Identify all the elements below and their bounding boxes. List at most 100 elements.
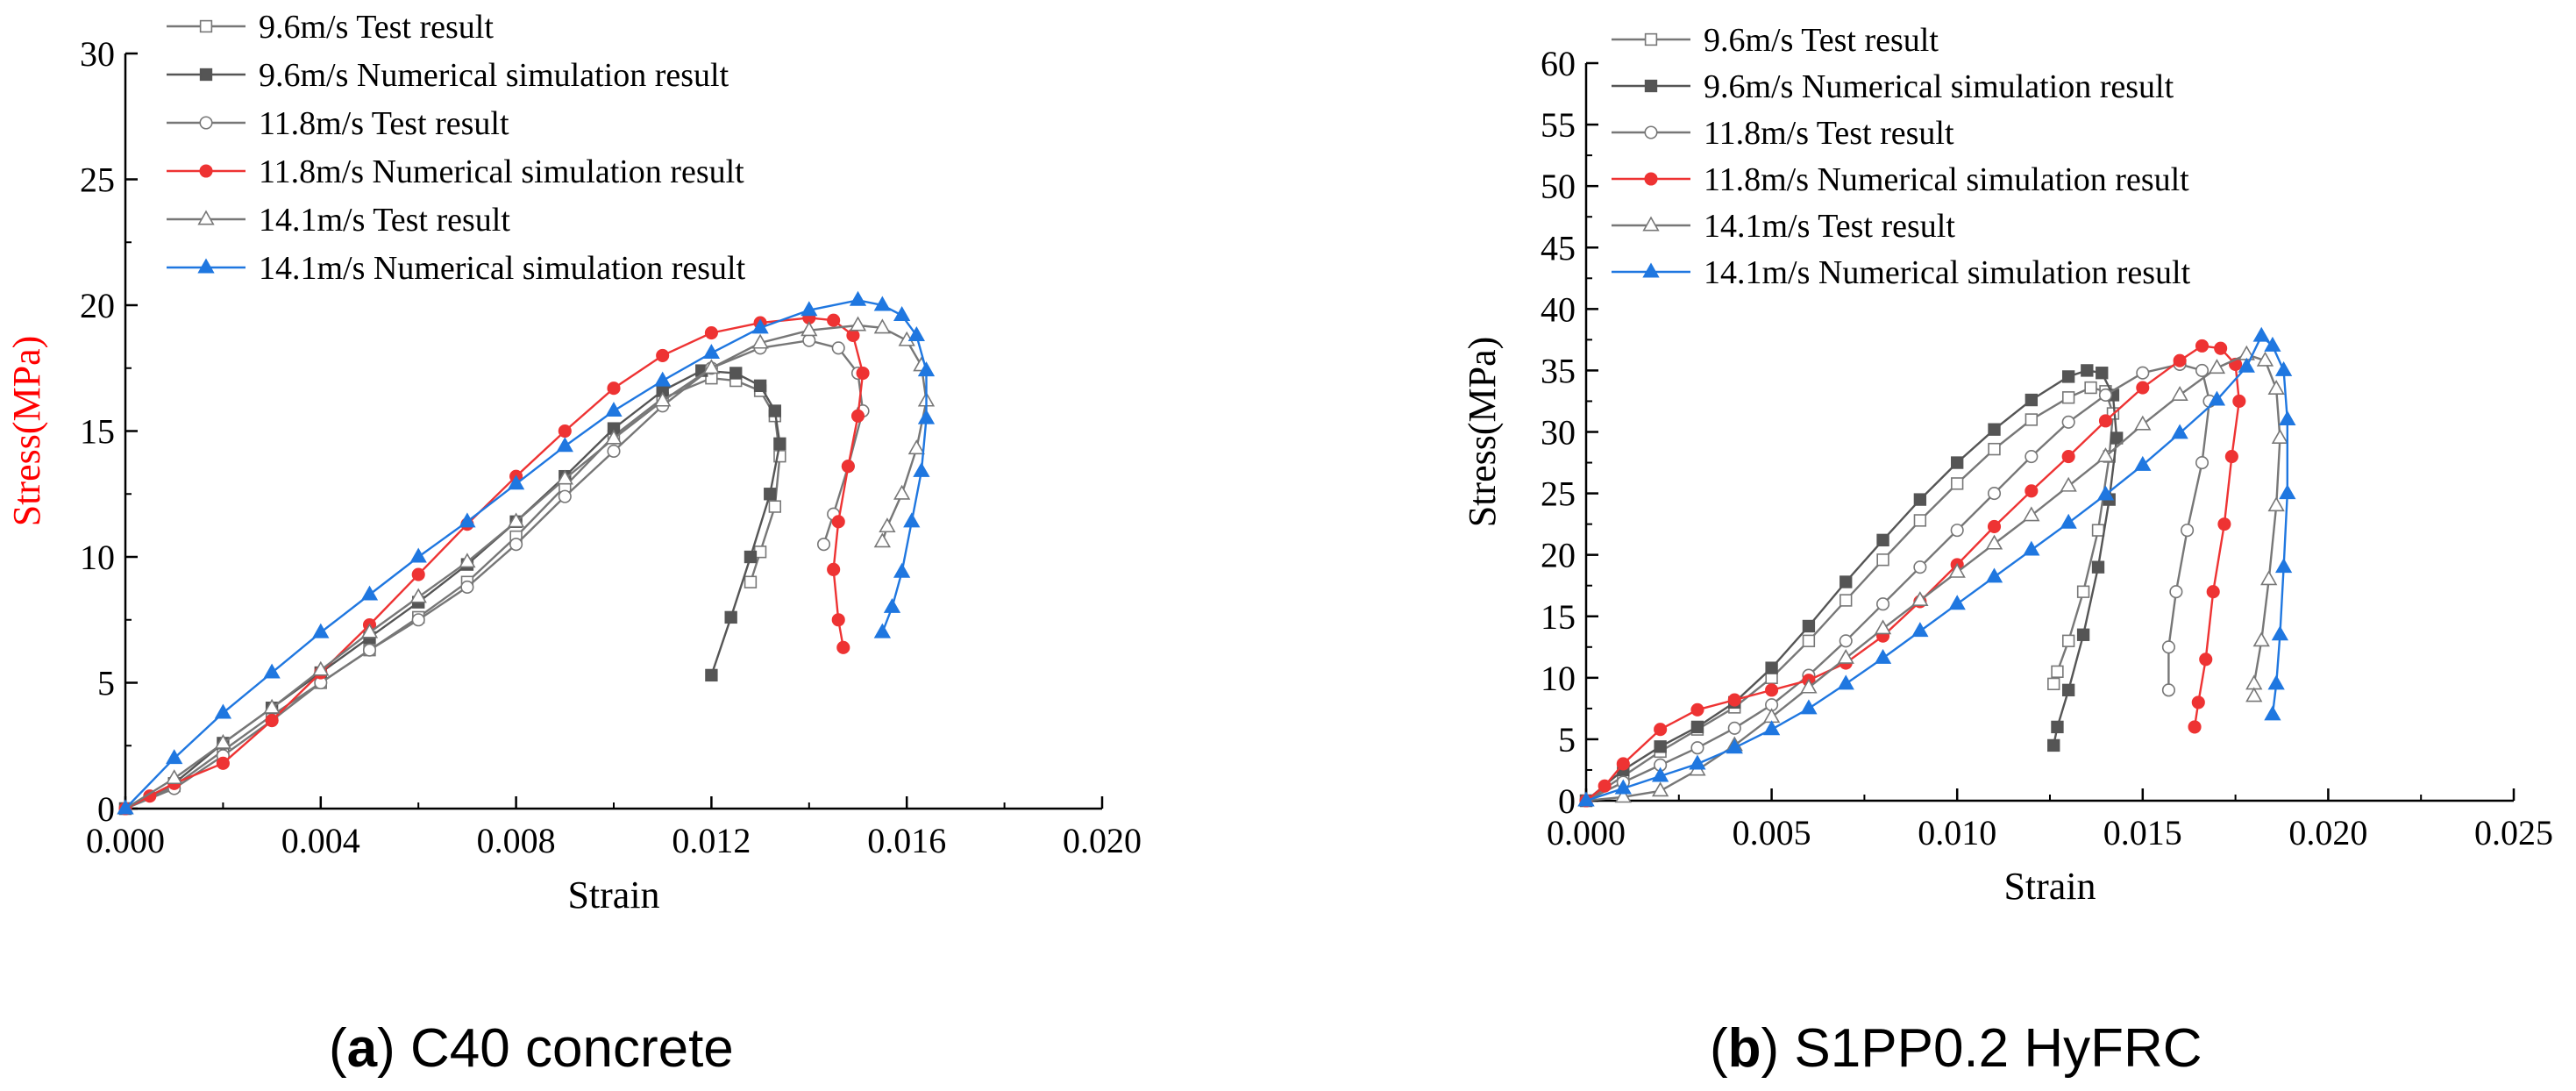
data-point (1802, 619, 1816, 633)
data-point (2260, 570, 2278, 586)
data-point (903, 512, 921, 528)
data-point (1654, 740, 1667, 753)
data-point (2091, 524, 2105, 537)
series-6 (117, 290, 936, 815)
data-point (2025, 449, 2039, 464)
data-point (729, 367, 743, 380)
data-point (1689, 754, 1706, 770)
data-point (841, 460, 855, 474)
data-point (1913, 514, 1927, 527)
legend-marker (1644, 172, 1658, 186)
data-point (917, 409, 936, 424)
data-point (558, 489, 572, 503)
data-point (2206, 585, 2220, 599)
data-point (873, 623, 891, 638)
data-point (801, 301, 818, 317)
data-point (1727, 693, 1741, 707)
data-point (1988, 423, 2001, 436)
data-point (2081, 364, 2094, 377)
legend-marker (199, 68, 213, 82)
data-point (2084, 381, 2097, 395)
data-point (773, 437, 786, 451)
y-tick-label: 5 (1558, 720, 1576, 759)
data-point (360, 623, 379, 638)
data-point (1800, 678, 1818, 694)
data-point (831, 341, 845, 355)
data-point (2195, 363, 2210, 377)
data-point (312, 623, 330, 638)
chart-panel-a: 0 5 10 15 20 25 30 0.000 0.004 0.008 0.012 0.016 0.0… (5, 9, 1142, 916)
data-point (2274, 360, 2293, 376)
series-line (125, 299, 928, 809)
data-point (831, 613, 845, 627)
x-tick-label: 0.000 (1547, 813, 1626, 852)
data-point (263, 698, 281, 714)
data-point (705, 668, 718, 682)
legend-label: 9.6m/s Numerical simulation result (259, 57, 729, 94)
y-tick-label: 30 (80, 34, 115, 74)
legend-label: 9.6m/s Numerical simulation result (1704, 68, 2174, 105)
y-tick-label: 35 (1541, 351, 1576, 390)
data-point (2224, 449, 2238, 464)
data-point (2098, 414, 2113, 428)
data-point (2047, 738, 2060, 752)
data-point (1651, 781, 1669, 797)
data-point (2267, 496, 2285, 512)
data-point (1614, 788, 1632, 803)
data-point (2252, 631, 2270, 647)
data-point (1690, 702, 1704, 717)
data-point (2232, 394, 2246, 409)
data-point (1726, 738, 1743, 754)
data-point (1950, 524, 1964, 538)
data-point (409, 588, 427, 603)
y-tick-label: 50 (1541, 167, 1576, 206)
data-point (1762, 720, 1781, 736)
data-point (2169, 585, 2183, 599)
data-point (507, 512, 525, 528)
series-4 (1579, 339, 2246, 808)
data-point (2195, 339, 2210, 353)
caption-b-letter: b (1727, 1018, 1761, 1079)
data-point (850, 409, 865, 423)
data-point (1985, 534, 2003, 550)
y-axis-label: Stress(MPa) (1461, 337, 1504, 528)
data-point (2271, 429, 2289, 445)
legend-label: 11.8m/s Numerical simulation result (259, 153, 744, 190)
data-point (214, 733, 232, 749)
data-point (764, 488, 777, 501)
data-point (831, 515, 845, 529)
legend-marker (1644, 79, 1658, 93)
data-point (2252, 326, 2270, 342)
data-point (1874, 619, 1892, 635)
data-point (1987, 519, 2002, 533)
caption-a-text: C40 concrete (395, 1018, 734, 1079)
data-point (1876, 553, 1889, 567)
y-tick-label: 5 (97, 664, 115, 703)
data-point (607, 444, 621, 459)
data-point (827, 313, 841, 327)
series-line (1585, 363, 2211, 802)
legend-label: 14.1m/s Numerical simulation result (259, 250, 746, 287)
data-point (2171, 385, 2188, 401)
legend-marker (199, 19, 213, 33)
x-tick-label: 0.008 (477, 821, 556, 860)
data-point (1874, 648, 1892, 664)
data-point (2217, 517, 2231, 531)
data-point (1911, 591, 1929, 607)
data-point (907, 325, 925, 341)
data-point (917, 361, 936, 377)
y-tick-label: 30 (1541, 413, 1576, 453)
data-point (656, 348, 670, 362)
data-point (2238, 357, 2255, 373)
data-point (1839, 634, 1853, 648)
data-point (117, 799, 134, 815)
data-point (724, 610, 737, 624)
data-point (2271, 625, 2289, 641)
data-point (2188, 720, 2202, 734)
legend-label: 11.8m/s Numerical simulation result (1704, 161, 2189, 198)
x-tick-label: 0.025 (2474, 813, 2553, 852)
data-point (2208, 359, 2226, 374)
legend-marker (199, 116, 213, 130)
data-point (879, 517, 896, 533)
data-point (2060, 513, 2077, 529)
